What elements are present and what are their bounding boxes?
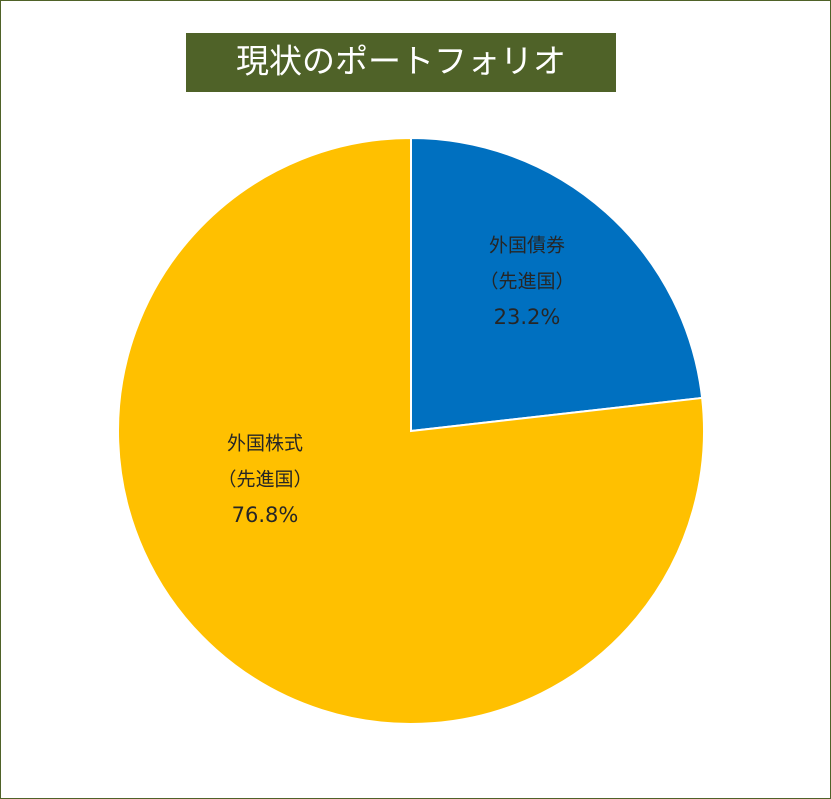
slice-label: （先進国） (217, 469, 312, 491)
title-box (186, 33, 616, 92)
pie-slice (410, 136, 704, 433)
pie (117, 136, 705, 725)
chart-title: 現状のポートフォリオ (236, 42, 566, 81)
slice-label: 外国債券 (489, 235, 565, 257)
value-label: 23.2% (494, 305, 561, 329)
slice-label: （先進国） (479, 271, 574, 293)
slice-label: 外国株式 (227, 433, 303, 455)
pie-slice (117, 136, 705, 725)
labels: 外国債券 （先進国） 23.2% 外国株式 （先進国） 76.8% (217, 235, 574, 528)
value-label: 76.8% (232, 503, 299, 527)
